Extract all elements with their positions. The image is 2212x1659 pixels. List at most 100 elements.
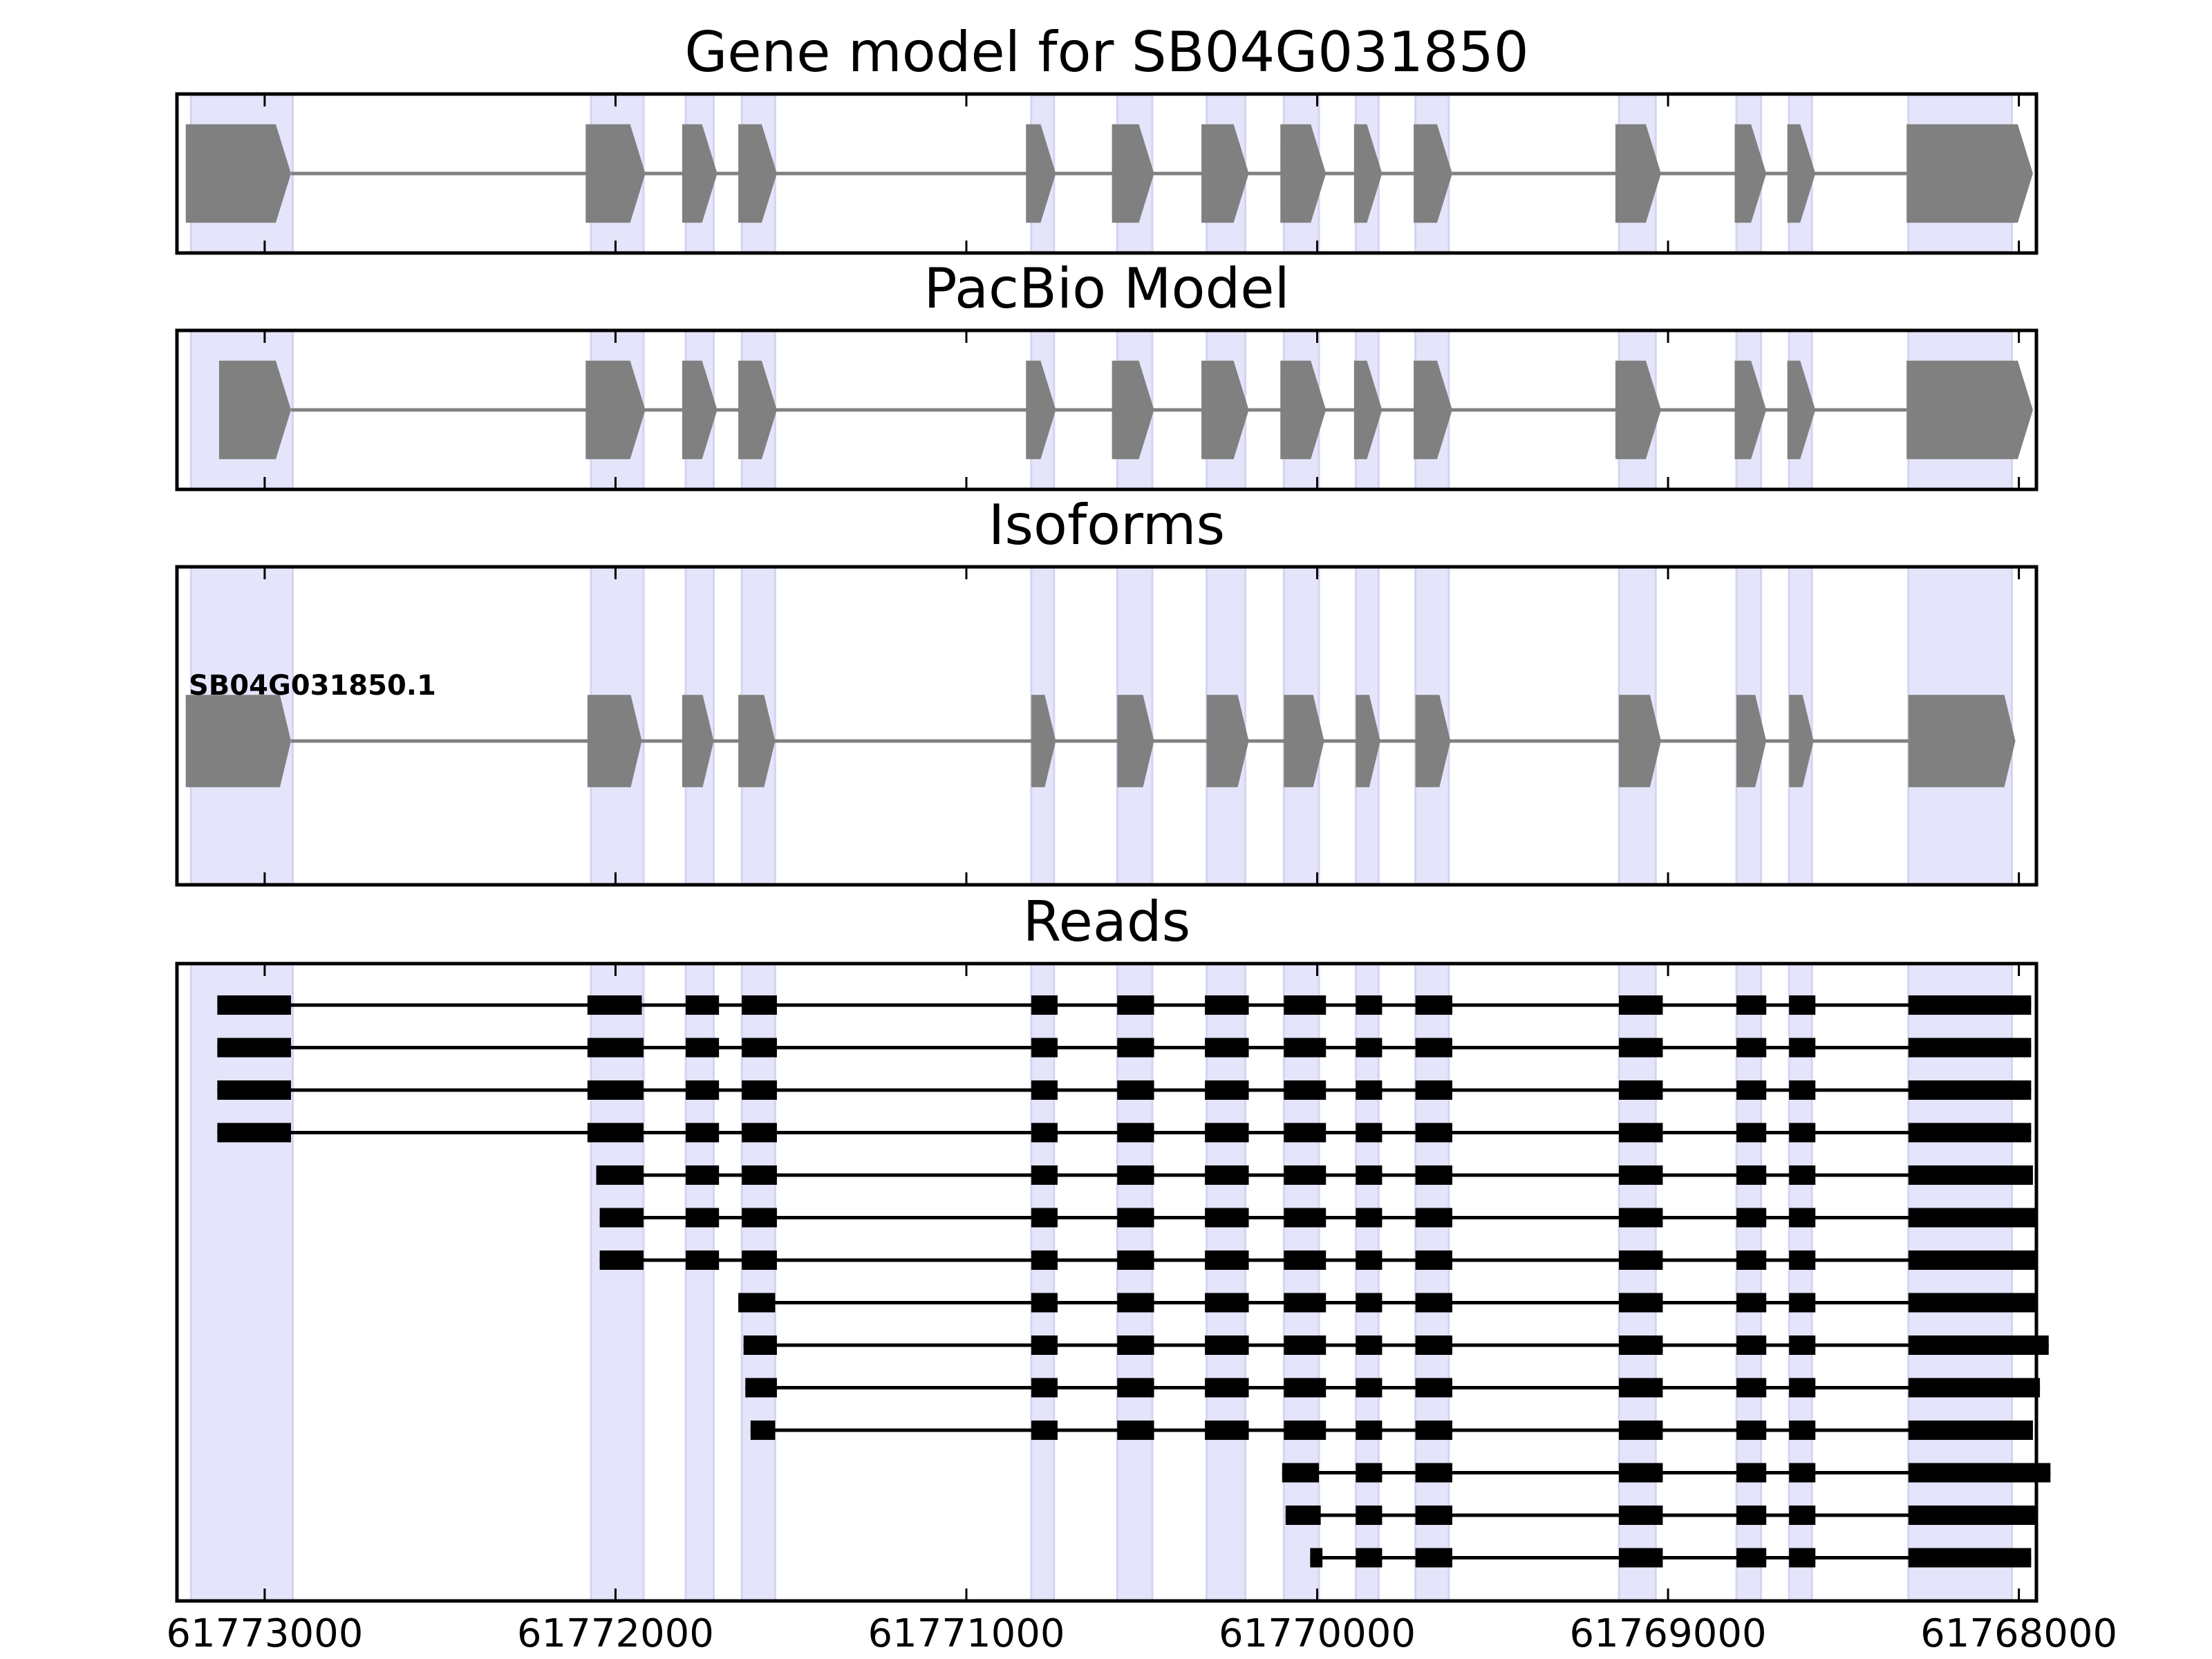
- read-row: [1310, 1548, 2032, 1568]
- read-block: [1031, 1038, 1058, 1058]
- read-row: [1282, 1463, 2051, 1483]
- exon-region-band: [1735, 962, 1763, 1602]
- x-tick-label: 61772000: [517, 1611, 714, 1656]
- exon-region-band: [1206, 962, 1246, 1602]
- read-block: [1619, 1463, 1663, 1483]
- read-block: [1415, 1421, 1452, 1440]
- read-block: [1205, 1080, 1249, 1100]
- read-block: [1908, 1080, 2032, 1100]
- read-block: [1205, 1293, 1249, 1313]
- read-block: [1310, 1548, 1323, 1568]
- read-block: [1284, 1378, 1327, 1398]
- read-block: [1284, 1208, 1327, 1228]
- read-block: [685, 995, 720, 1015]
- read-block: [1789, 1250, 1816, 1270]
- read-row: [738, 1293, 2035, 1313]
- exon-shape: [1284, 695, 1324, 787]
- read-block: [1619, 1548, 1663, 1568]
- read-block: [1415, 1250, 1452, 1270]
- read-block: [1619, 1038, 1663, 1058]
- read-block: [1908, 1421, 2033, 1440]
- read-block: [1356, 1335, 1382, 1355]
- x-tick-label: 61770000: [1219, 1611, 1416, 1656]
- read-block: [596, 1165, 644, 1185]
- exon-region-band: [1788, 962, 1813, 1602]
- read-block: [1789, 1335, 1816, 1355]
- read-block: [1284, 1335, 1327, 1355]
- read-block: [1117, 1378, 1154, 1398]
- exon-shape: [1414, 360, 1452, 460]
- read-block: [1356, 1080, 1382, 1100]
- read-row: [750, 1421, 2033, 1440]
- read-block: [1205, 1421, 1249, 1440]
- read-block: [1619, 1250, 1663, 1270]
- read-block: [1908, 1506, 2035, 1525]
- read-block: [1789, 1421, 1816, 1440]
- panel-frame: [175, 92, 2038, 255]
- read-block: [1908, 1123, 2032, 1143]
- read-block: [1908, 1165, 2033, 1185]
- read-block: [1415, 1548, 1452, 1568]
- read-block: [1031, 1208, 1058, 1228]
- read-block: [1356, 1506, 1382, 1525]
- read-block: [1356, 1038, 1382, 1058]
- exon-region-band: [189, 962, 294, 1602]
- read-block: [685, 1250, 720, 1270]
- exon-shape: [1206, 695, 1249, 787]
- exon-shape: [738, 695, 776, 787]
- read-block: [1908, 1548, 2032, 1568]
- exon-shape: [738, 124, 777, 223]
- exon-shape: [738, 360, 777, 460]
- read-block: [1619, 1165, 1663, 1185]
- read-block: [1356, 1208, 1382, 1228]
- read-block: [217, 1038, 291, 1058]
- read-block: [1284, 1421, 1327, 1440]
- panel-frame: [175, 328, 2038, 491]
- read-block: [1908, 1335, 2049, 1355]
- read-block: [1789, 1080, 1816, 1100]
- read-block: [1619, 1080, 1663, 1100]
- x-tick-label: 61773000: [166, 1611, 363, 1656]
- read-block: [1415, 1335, 1452, 1355]
- read-block: [1415, 1506, 1452, 1525]
- read-block: [1736, 1165, 1767, 1185]
- read-block: [1205, 1123, 1249, 1143]
- read-block: [1205, 995, 1249, 1015]
- read-block: [599, 1250, 644, 1270]
- read-block: [1284, 1165, 1327, 1185]
- exon-shape: [1112, 124, 1154, 223]
- read-block: [1736, 1208, 1767, 1228]
- read-row: [217, 1123, 2032, 1143]
- read-block: [1205, 1038, 1249, 1058]
- exon-shape: [1280, 124, 1327, 223]
- read-block: [1205, 1250, 1249, 1270]
- read-block: [1415, 1293, 1452, 1313]
- read-block: [1284, 1080, 1327, 1100]
- read-block: [742, 1250, 777, 1270]
- read-block: [742, 1080, 777, 1100]
- read-block: [1415, 1378, 1452, 1398]
- read-block: [1736, 1421, 1767, 1440]
- read-block: [742, 995, 777, 1015]
- read-block: [1284, 1293, 1327, 1313]
- read-block: [685, 1123, 720, 1143]
- exon-shape: [1734, 360, 1767, 460]
- read-block: [1205, 1378, 1249, 1398]
- read-block: [1415, 1208, 1452, 1228]
- read-block: [685, 1165, 720, 1185]
- read-block: [217, 1080, 291, 1100]
- read-block: [1908, 1038, 2032, 1058]
- exon-region-band: [684, 962, 715, 1602]
- read-block: [217, 1123, 291, 1143]
- read-block: [1789, 1123, 1816, 1143]
- read-block: [1356, 1378, 1382, 1398]
- read-block: [1205, 1335, 1249, 1355]
- exon-shape: [585, 124, 646, 223]
- read-block: [1031, 1335, 1058, 1355]
- read-row: [599, 1250, 2038, 1270]
- exon-region-band: [740, 962, 776, 1602]
- read-block: [1031, 1080, 1058, 1100]
- panel-frame: [175, 962, 2038, 1603]
- isoform-label: SB04G031850.1: [189, 670, 436, 702]
- read-block: [1284, 1038, 1327, 1058]
